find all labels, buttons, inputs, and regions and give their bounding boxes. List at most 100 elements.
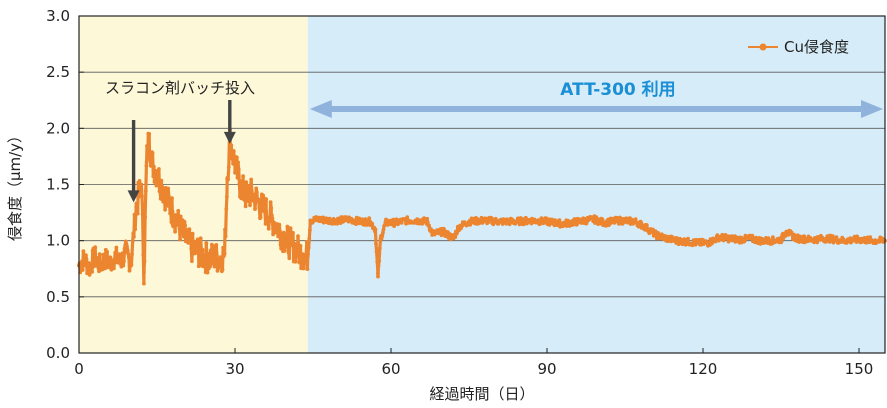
data-point [302, 260, 307, 265]
data-point [160, 184, 165, 189]
data-point [87, 265, 92, 270]
data-point [93, 245, 98, 250]
data-point [223, 234, 228, 239]
data-point [425, 216, 430, 221]
data-point [254, 190, 259, 195]
data-point [100, 264, 104, 269]
data-point [229, 143, 234, 148]
data-point [114, 245, 119, 250]
data-point [150, 151, 155, 155]
data-point [855, 234, 859, 239]
data-point [167, 198, 172, 203]
data-point [600, 217, 605, 222]
data-point [155, 175, 159, 180]
data-point [364, 218, 368, 223]
data-point [686, 236, 690, 241]
data-point [152, 164, 156, 169]
data-point [636, 224, 641, 229]
data-point [103, 256, 107, 261]
data-point [223, 227, 227, 232]
data-point [224, 207, 229, 211]
data-point [240, 184, 245, 189]
data-point [207, 251, 212, 256]
data-point [170, 196, 174, 201]
data-point [141, 253, 146, 257]
data-point [137, 179, 142, 183]
y-tick-label: 3.0 [46, 7, 70, 25]
data-point [204, 241, 209, 245]
data-point [399, 221, 404, 225]
data-point [162, 193, 167, 198]
data-point [177, 226, 182, 231]
data-point [125, 244, 129, 249]
y-axis-title: 侵食度（μm/y） [6, 128, 24, 241]
data-point [188, 239, 193, 244]
data-point [306, 252, 310, 257]
data-point [212, 264, 217, 269]
data-point [105, 249, 109, 254]
att-arrow-right-head [861, 100, 883, 118]
data-point [149, 154, 154, 159]
data-point [95, 256, 100, 260]
data-point [187, 227, 192, 232]
data-point [196, 264, 201, 269]
data-point [235, 175, 240, 180]
data-point [236, 167, 241, 172]
data-point [161, 199, 166, 204]
data-point [170, 209, 175, 214]
annotation-arrowhead [127, 190, 140, 203]
data-point [86, 269, 91, 274]
data-point [830, 234, 835, 239]
annotation-label: スラコン剤バッチ投入 [105, 79, 255, 97]
data-point [295, 254, 300, 258]
data-point [277, 222, 282, 227]
data-point [81, 249, 86, 254]
data-point [178, 214, 183, 219]
data-point [779, 239, 784, 244]
data-point [293, 259, 298, 264]
data-point [296, 234, 300, 239]
data-point [453, 235, 458, 240]
data-point [252, 192, 257, 197]
data-point [280, 234, 285, 238]
data-point [278, 229, 282, 233]
data-point [129, 263, 134, 267]
data-point [120, 251, 125, 256]
data-point [244, 180, 249, 185]
data-point [633, 217, 638, 222]
data-point [90, 270, 94, 274]
data-point [289, 235, 294, 239]
data-point [259, 205, 263, 209]
data-point [198, 236, 203, 241]
data-point [276, 234, 280, 239]
data-point [710, 240, 715, 245]
data-point [427, 223, 431, 228]
data-point [266, 226, 271, 231]
data-point [547, 223, 552, 227]
data-point [219, 260, 224, 265]
x-axis-title: 経過時間（日） [429, 385, 534, 403]
data-point [253, 207, 257, 212]
data-point [213, 257, 218, 262]
data-point [374, 249, 379, 254]
legend-label: Cu侵食度 [784, 38, 849, 56]
data-point [273, 227, 278, 232]
data-point [113, 251, 118, 256]
data-point [381, 227, 386, 232]
data-point [201, 263, 206, 268]
data-point [200, 247, 205, 252]
y-tick-label: 2.5 [46, 63, 70, 81]
data-point [269, 213, 274, 218]
data-point [190, 259, 194, 263]
data-point [274, 230, 279, 235]
data-point [278, 242, 283, 247]
data-point [144, 163, 149, 168]
data-point [112, 257, 117, 262]
data-point [771, 235, 775, 240]
data-point [165, 189, 169, 194]
data-point [121, 263, 126, 268]
data-point [143, 215, 148, 220]
y-tick-label: 2.0 [46, 119, 70, 137]
x-tick-label: 60 [381, 360, 400, 378]
